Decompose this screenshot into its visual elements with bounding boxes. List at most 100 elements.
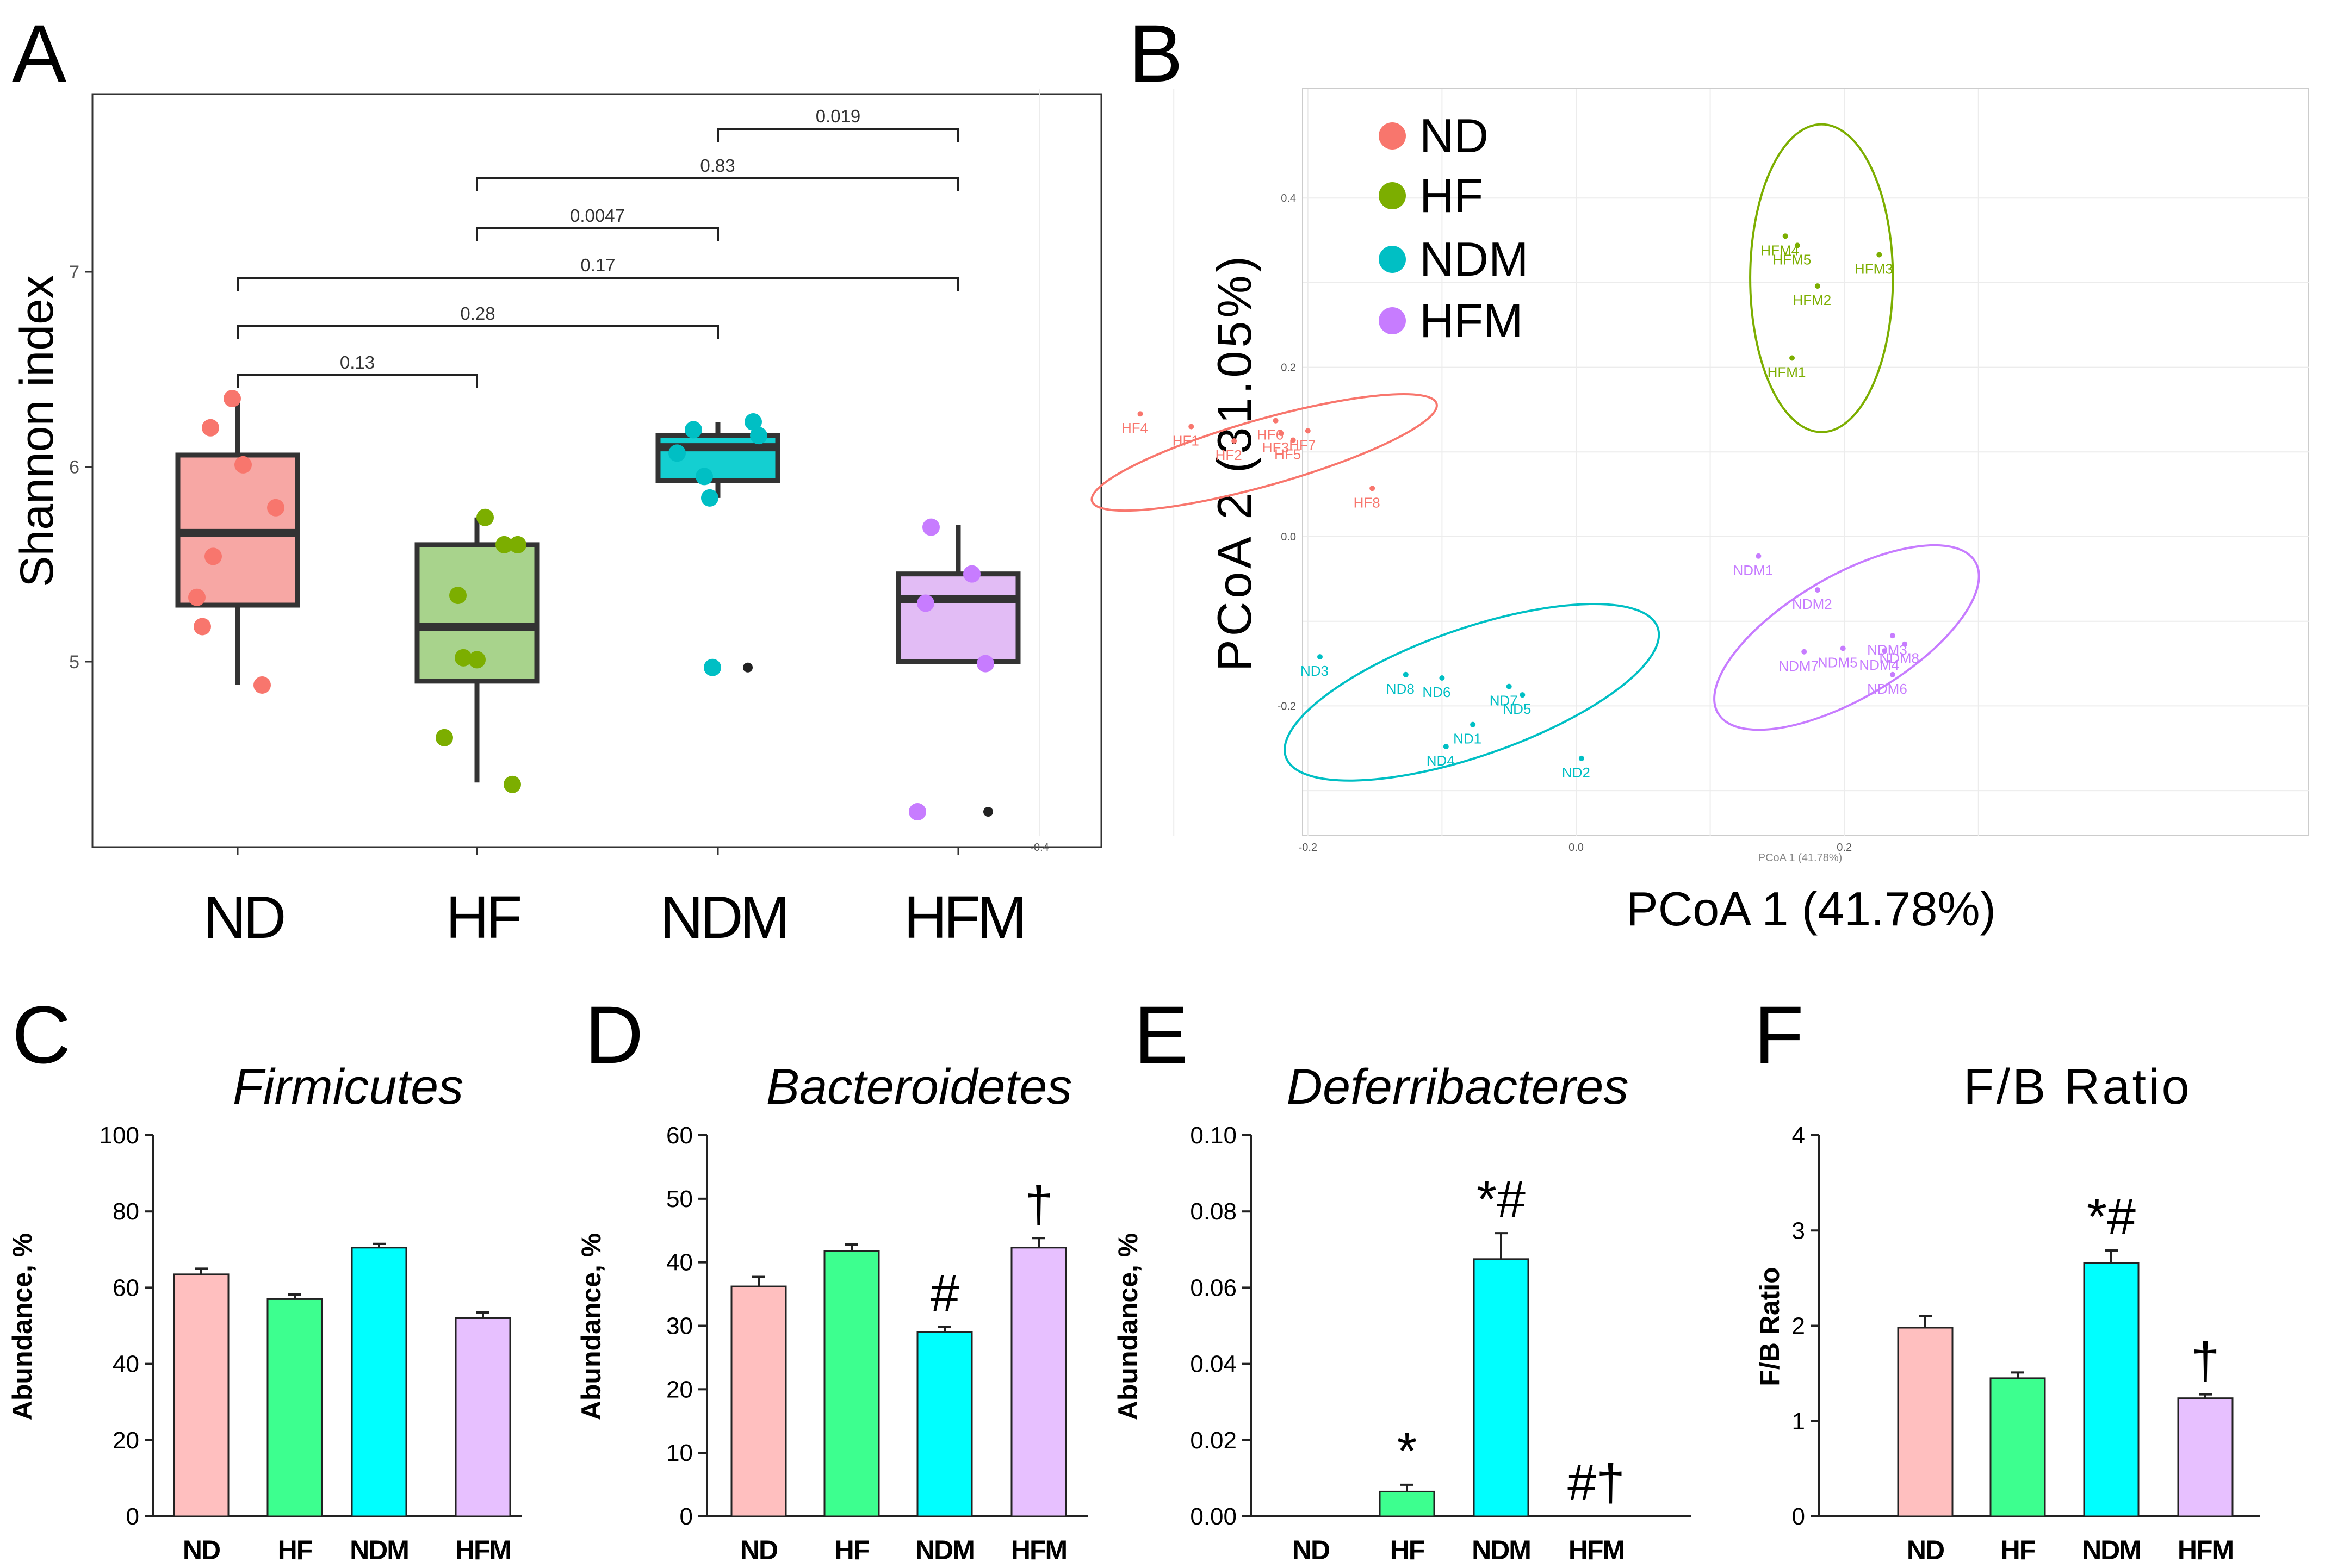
panel-a-bracket [717,128,959,142]
panel-a-point [922,518,940,536]
ytick-label: 60 [666,1122,693,1149]
panel-a-point [253,676,271,694]
panel-a-bracket [237,277,959,291]
significance-mark: *# [1477,1171,1526,1228]
panel-b-ellipse-nd [1284,602,1660,782]
panel-b-point-label: ND5 [1503,701,1531,717]
panel-b-point [1273,418,1279,424]
chart-title: Bacteroidetes [766,1059,1072,1115]
panel-b-point-label: NDM5 [1818,655,1858,671]
bar-hfm [455,1317,511,1517]
panel-a-point [468,651,486,669]
ytick-label: 0.10 [1190,1122,1237,1149]
xtick-label: NDM [915,1535,974,1565]
panel-b-xtick-label: 0.0 [1568,842,1584,854]
bar-ndm [916,1331,973,1517]
panel-b-point [1439,675,1445,681]
ytick-label: 4 [1792,1122,1805,1149]
xtick-label: ND [740,1535,778,1565]
panel-b-point-label: NDM7 [1778,658,1819,674]
ytick-label: 1 [1792,1408,1805,1435]
panel-a-point [194,618,211,636]
panel-b-point-label: ND2 [1562,764,1590,781]
bar-hfm [1010,1247,1067,1517]
panel-b-point-label: HF2 [1216,447,1242,463]
xtick-label: ND [183,1535,220,1565]
panel-a-point [685,421,702,439]
ytick-label: 0.08 [1190,1198,1237,1225]
ytick-label: 0.00 [1190,1503,1237,1530]
panel-a-xtick-label: ND [203,884,284,951]
panel-b-legend-swatch [1379,182,1406,209]
panel-b-plot-area [1302,88,2309,836]
panel-b-ylabel: PCoA 2 (31.05%) [1207,253,1261,671]
panel-d-bacteroidetes-bar: 0 10 20 30 40 50 60 Bacteroidetes Abundance, % ND… [576,1059,1088,1565]
panel-b-point [1317,654,1323,660]
panel-a-xtick-label: HF [446,884,520,951]
panel-a-shannon-boxplot: 5 6 7 ND HF NDM HFM Shannon index 0.019 0.83 0.004… [11,93,1102,951]
panel-b-legend-label: HF [1419,169,1483,222]
panel-b-point-label: ND3 [1300,663,1329,679]
bar-hf [1989,1377,2046,1517]
significance-mark: † [1025,1175,1053,1233]
panel-a-point [234,456,252,474]
panel-b-point [1506,683,1512,689]
xtick-label: ND [1292,1535,1330,1565]
panel-a-bracket [476,177,959,191]
ytick-label: 0.06 [1190,1274,1237,1301]
ytick-label: 60 [113,1274,139,1301]
panel-b-ytick-label: -0.2 [1278,700,1296,712]
panel-b-point-label: HFM1 [1768,364,1806,380]
panel-b-point-label: NDM2 [1792,596,1832,612]
bar-ndm [2083,1262,2140,1517]
panel-a-bracket [476,227,719,241]
panel-b-point [1756,553,1762,559]
bar-nd [173,1273,230,1517]
panel-a-ylabel: Shannon index [11,275,63,587]
ylabel: F/B Ratio [1754,1267,1785,1386]
panel-b-point-label: HFM2 [1793,292,1831,308]
panel-a-bracket [237,325,719,339]
panel-a-pvalue: 0.0047 [570,206,625,226]
panel-b-point [1782,233,1788,239]
significance-mark: #† [1567,1454,1625,1511]
xtick-label: HFM [1011,1535,1067,1565]
xtick-label: HF [278,1535,312,1565]
panel-a-pvalue: 0.019 [816,106,861,126]
panel-a-xtick-label: NDM [660,884,787,951]
panel-b-legend-swatch [1379,307,1406,334]
panel-a-point [668,444,686,462]
panel-b-point-label: ND8 [1386,681,1415,697]
ytick-label: 20 [666,1376,693,1403]
panel-b-point-label: HFM3 [1855,261,1893,277]
panel-b-point-label: HF4 [1121,420,1148,436]
panel-a-point [963,565,981,583]
ytick-label: 100 [100,1122,139,1149]
ytick-label: 20 [113,1427,139,1454]
panel-c-firmicutes-bar: 0 20 40 60 80 100 Firmicutes Abundance, % ND HF ND… [7,1059,522,1565]
panel-letter-b: B [1129,8,1183,99]
significance-mark: *# [2087,1188,2136,1246]
panel-a-box [896,571,1021,664]
bar-hf [1379,1490,1435,1517]
panel-b-point [1305,428,1311,434]
significance-mark: † [2191,1332,2220,1390]
panel-a-pvalue: 0.83 [700,155,735,176]
panel-b-point [1443,744,1449,750]
ytick-label: 2 [1792,1313,1805,1340]
panel-b-point [1520,692,1526,698]
panel-b-legend-swatch [1379,246,1406,273]
panel-letter-d: D [585,989,643,1080]
panel-b-ytick-label: 0.4 [1281,192,1296,204]
panel-b-xtick-label: 0.2 [1837,842,1852,854]
panel-b-xlabel: PCoA 1 (41.78%) [1626,882,1996,936]
panel-a-point [495,536,513,553]
panel-a-point [977,655,994,673]
ytick-label: 10 [666,1440,693,1466]
ytick-label: 40 [666,1249,693,1276]
panel-a-pvalue: 0.28 [460,303,495,323]
panel-a-xtick-label: HFM [904,884,1024,951]
xtick-label: HFM [2178,1535,2233,1565]
ytick-label: 0.02 [1190,1427,1237,1454]
